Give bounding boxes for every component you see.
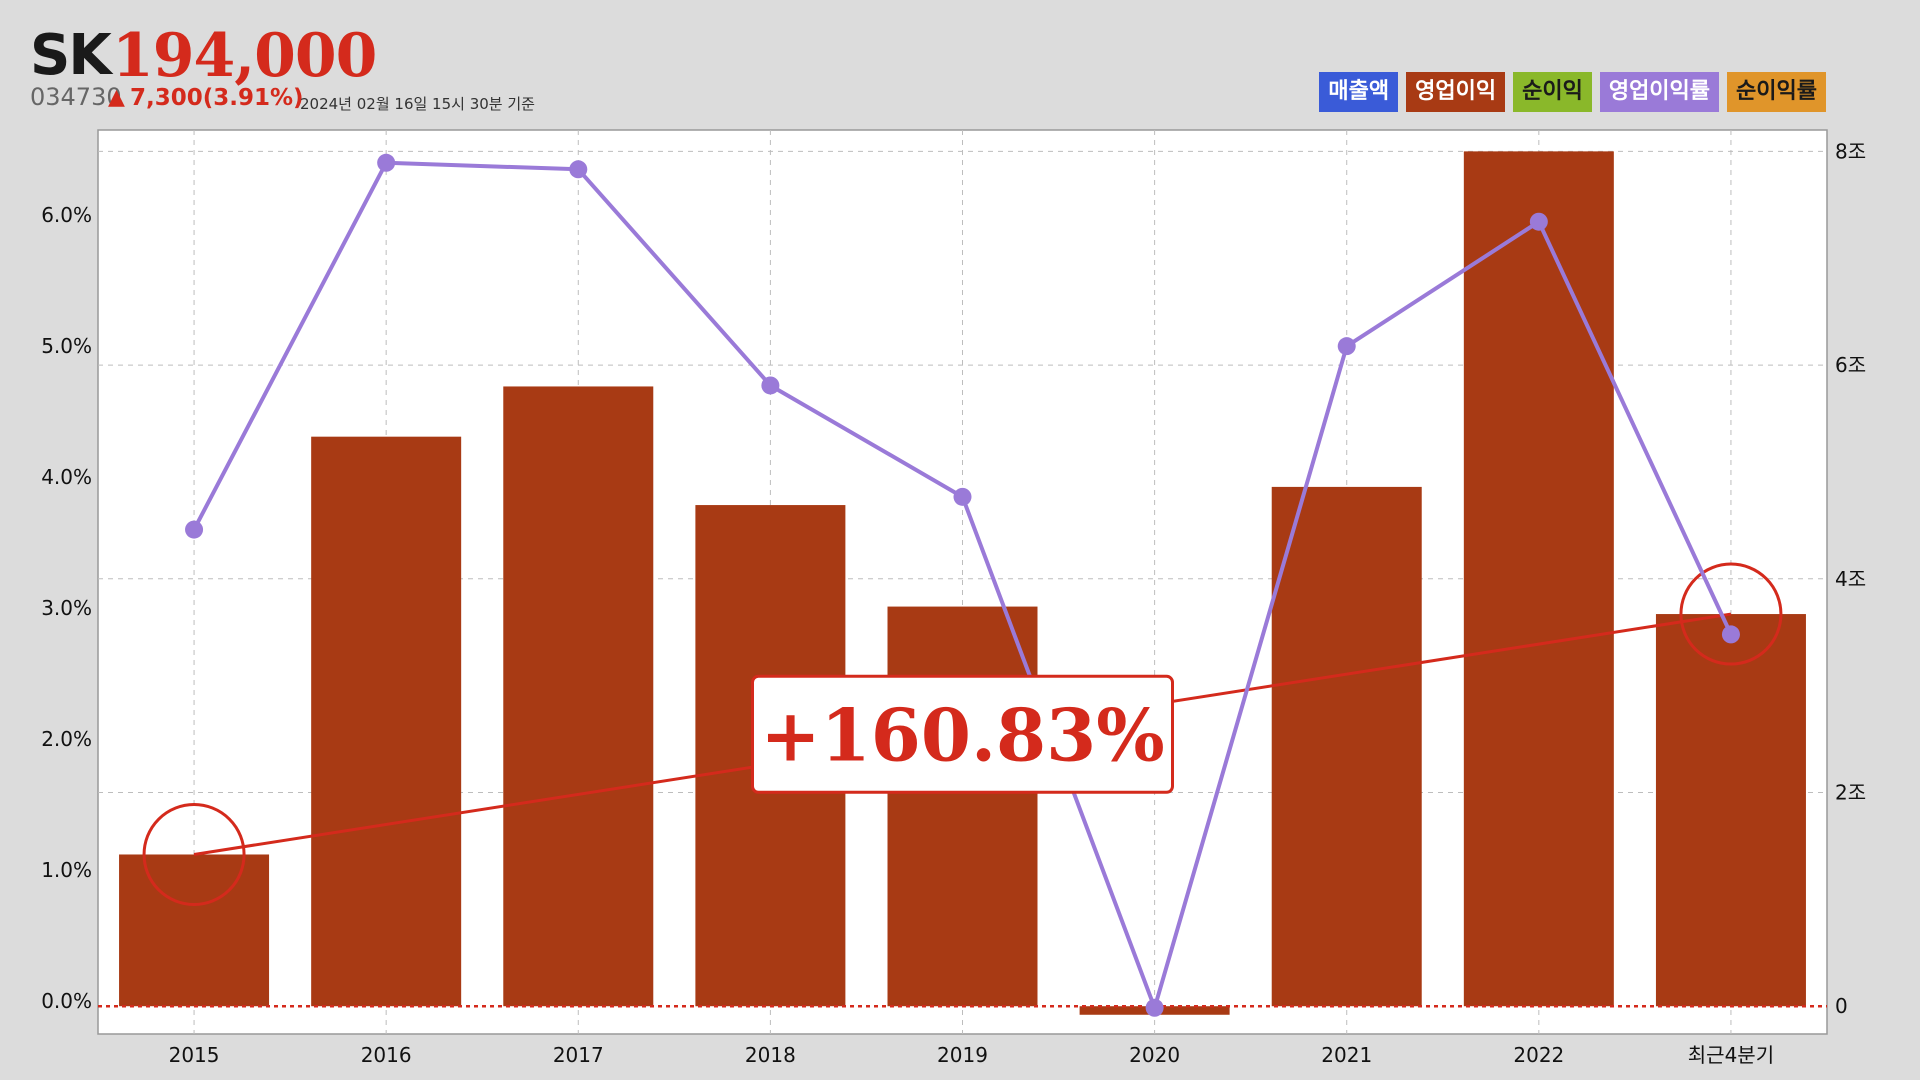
bar (887, 606, 1038, 1007)
y-left-tick-label: 0.0% (41, 989, 92, 1013)
margin-point (1145, 998, 1164, 1017)
y-right-tick-label: 6조 (1835, 353, 1866, 377)
growth-label: +160.83% (760, 692, 1164, 777)
legend: 매출액 영업이익 순이익 영업이익률 순이익률 (1319, 72, 1826, 112)
x-tick-label: 2017 (553, 1043, 604, 1067)
y-left-tick-label: 6.0% (41, 203, 92, 227)
x-tick-label: 2015 (169, 1043, 220, 1067)
x-tick-label: 2019 (937, 1043, 988, 1067)
x-tick-label: 2022 (1513, 1043, 1564, 1067)
stock-name: SK (30, 23, 112, 88)
x-tick-label: 2020 (1129, 1043, 1180, 1067)
legend-net-margin[interactable]: 순이익률 (1727, 72, 1826, 112)
margin-point (1721, 625, 1740, 644)
growth-label-box (751, 674, 1174, 794)
bar (1463, 151, 1614, 1007)
change-arrow-icon: ▲ (108, 85, 125, 110)
growth-end-circle (1679, 562, 1783, 666)
y-right-tick-label: 4조 (1835, 567, 1866, 591)
margin-point (1337, 337, 1356, 356)
margin-point (761, 376, 780, 395)
price-change: 7,300(3.91%) (130, 85, 304, 111)
margin-point (953, 487, 972, 506)
stock-code: 034730 (30, 83, 122, 111)
y-left-tick-label: 4.0% (41, 465, 92, 489)
y-left-tick-label: 3.0% (41, 596, 92, 620)
x-tick-label: 2018 (745, 1043, 796, 1067)
legend-net-income[interactable]: 순이익 (1513, 72, 1592, 112)
legend-operating-profit[interactable]: 영업이익 (1406, 72, 1506, 112)
margin-point (569, 160, 588, 179)
y-right-tick-label: 0 (1835, 994, 1848, 1018)
bar (1655, 614, 1806, 1007)
bar (1271, 486, 1422, 1007)
legend-operating-margin[interactable]: 영업이익률 (1599, 72, 1720, 112)
growth-start-circle (142, 802, 246, 906)
as-of-timestamp: 2024년 02월 16일 15시 30분 기준 (300, 95, 535, 113)
margin-point (377, 153, 396, 172)
x-tick-label: 2016 (361, 1043, 412, 1067)
bar (503, 386, 654, 1007)
y-left-tick-label: 5.0% (41, 334, 92, 358)
y-left-tick-label: 2.0% (41, 727, 92, 751)
y-left-tick-label: 1.0% (41, 858, 92, 882)
bar (119, 854, 270, 1007)
stock-price: 194,000 (112, 21, 377, 91)
margin-point (1529, 212, 1548, 231)
x-tick-label: 최근4분기 (1688, 1043, 1774, 1067)
legend-revenue[interactable]: 매출액 (1319, 72, 1399, 112)
margin-point (185, 520, 204, 539)
y-right-tick-label: 2조 (1835, 781, 1866, 805)
x-tick-label: 2021 (1321, 1043, 1372, 1067)
y-right-tick-label: 8조 (1835, 139, 1866, 163)
bar (311, 436, 462, 1007)
